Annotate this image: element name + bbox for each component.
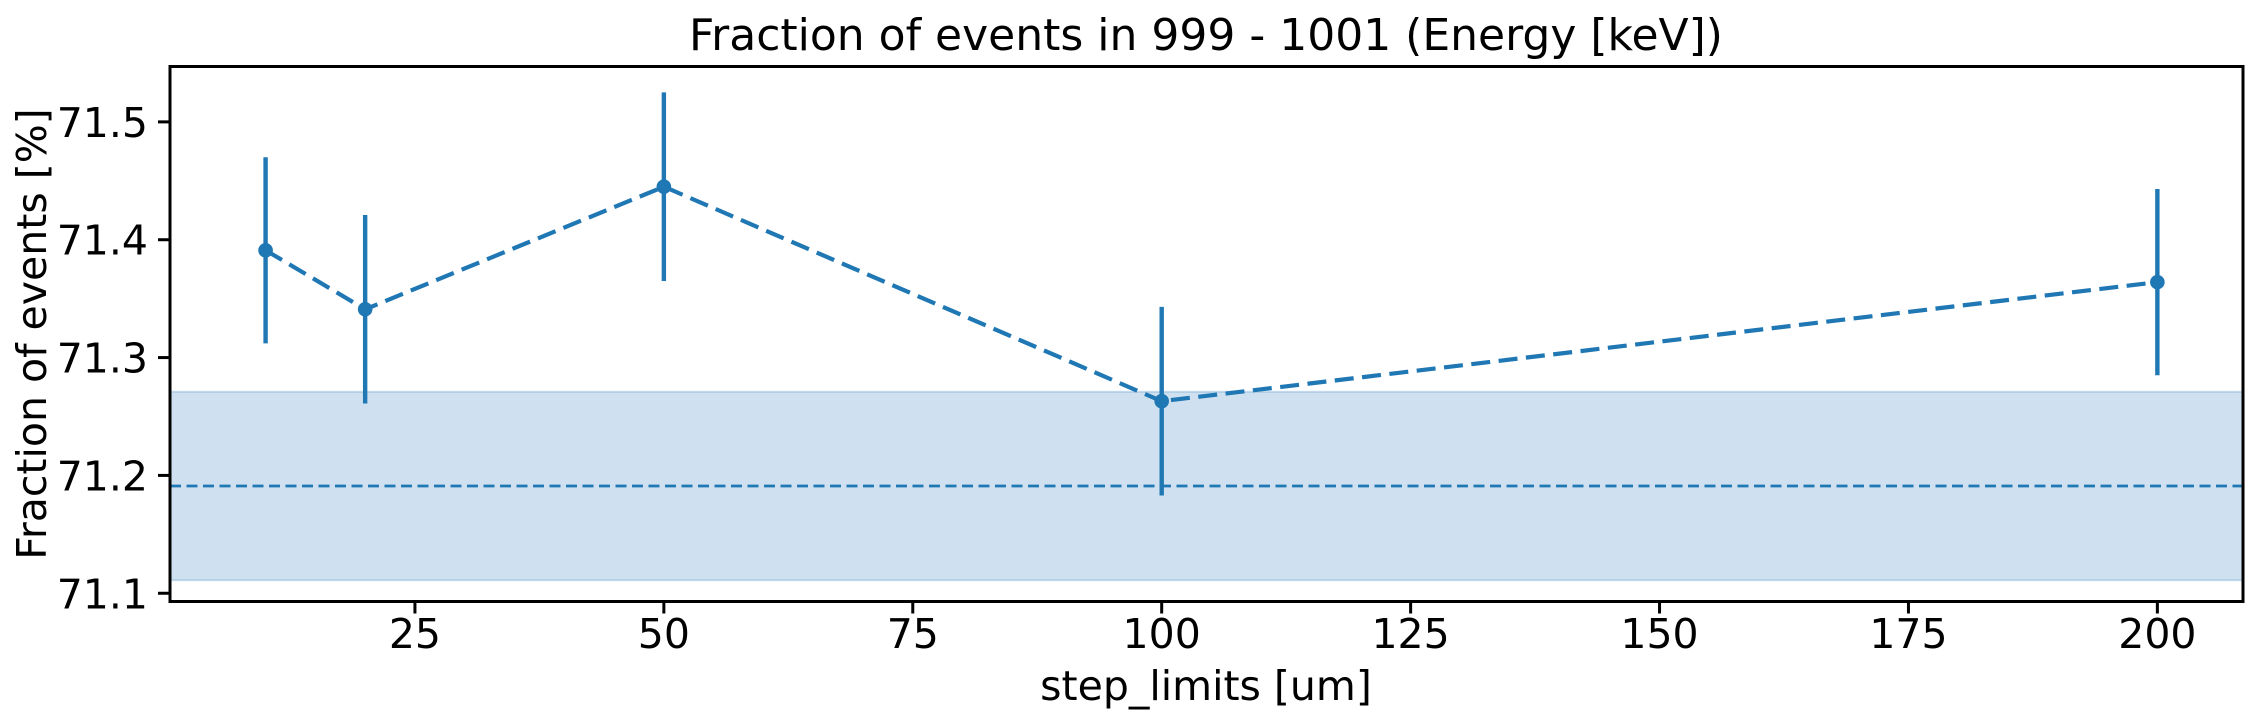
x-tick-label: 75 xyxy=(887,610,939,658)
y-tick-label: 71.2 xyxy=(57,452,148,500)
y-tick-label: 71.5 xyxy=(57,99,148,147)
x-tick-label: 100 xyxy=(1123,610,1201,658)
x-tick-label: 125 xyxy=(1371,610,1449,658)
plot-area: 25 50 75 100 125 150 175 200 71.1 71.2 71.3 71.4 71.… xyxy=(57,65,2245,658)
data-point-marker xyxy=(656,179,672,194)
data-line xyxy=(264,184,2158,404)
data-point-marker xyxy=(258,243,273,258)
data-point-marker xyxy=(2150,274,2165,290)
y-tick-label: 71.1 xyxy=(57,570,148,618)
x-tick-label: 25 xyxy=(389,610,441,658)
x-tick-label: 175 xyxy=(1869,610,1947,658)
y-tick-label: 71.3 xyxy=(57,335,148,383)
uncertainty-band xyxy=(170,391,2243,581)
x-tick-label: 50 xyxy=(638,610,690,658)
x-tick-label: 200 xyxy=(2118,610,2196,658)
chart-title: Fraction of events in 999 - 1001 (Energy… xyxy=(689,10,1723,61)
x-tick-label: 150 xyxy=(1620,610,1698,658)
axes-spines xyxy=(168,65,2245,603)
y-tick-label: 71.4 xyxy=(57,217,148,265)
data-point-marker xyxy=(1154,393,1169,409)
y-axis-label: Fraction of events [%] xyxy=(8,108,56,559)
data-point-marker xyxy=(357,301,373,317)
x-axis-label: step_limits [um] xyxy=(1040,662,1372,710)
